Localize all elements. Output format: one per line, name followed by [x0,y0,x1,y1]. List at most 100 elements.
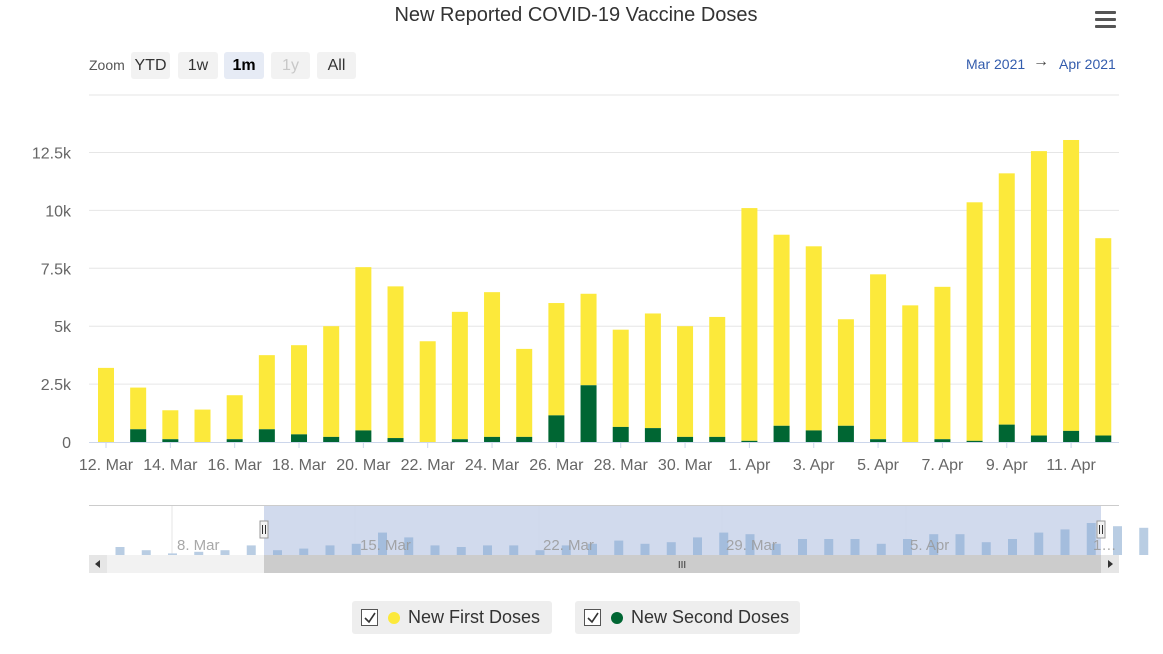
bar-first-dose [612,329,629,427]
navigator-bar [115,547,125,555]
zoom-all-button[interactable]: All [317,52,356,79]
checkbox-first-doses[interactable] [361,609,378,626]
bar-first-dose [741,208,758,441]
bar-second-dose [226,439,243,442]
navigator-right-handle[interactable] [1096,520,1106,539]
y-tick-label: 10k [45,203,72,220]
legend-dot-first-icon [388,612,400,624]
bar-first-dose [773,234,790,426]
legend-item-second-doses[interactable]: New Second Doses [575,601,800,634]
x-tick-label: 20. Mar [336,457,391,474]
navigator-bar [1034,532,1044,555]
navigator-label: 1… [1093,537,1116,554]
zoom-1y-button: 1y [271,52,310,79]
navigator-bar [509,545,519,555]
scrollbar-left-button[interactable] [89,555,107,573]
navigator-bar [1139,527,1149,555]
hamburger-menu-icon[interactable] [1093,8,1117,32]
scrollbar-track [89,555,1119,573]
navigator-bar [745,534,755,555]
bar-first-dose [323,326,340,437]
navigator-bar [693,537,702,555]
bar-second-dose [355,430,372,442]
zoom-1m-button[interactable]: 1m [224,52,264,79]
y-tick-label: 0 [62,435,71,452]
range-from-input[interactable]: Mar 2021 [966,56,1026,72]
navigator-bar [561,545,571,555]
bar-first-dose [516,348,533,437]
bar-second-dose [870,439,887,442]
zoom-ytd-button[interactable]: YTD [131,52,170,79]
navigator-bar [168,553,177,555]
bar-first-dose [451,311,468,440]
navigator-selection [264,506,1101,555]
navigator-bar [194,551,204,555]
navigator-bar [456,547,466,555]
bar-second-dose [837,425,854,442]
navigator-bar [640,543,650,555]
bar-second-dose [516,436,533,442]
bar-second-dose [130,429,147,442]
scrollbar-thumb[interactable] [264,555,1101,573]
bar-first-dose [644,313,661,429]
bar-second-dose [1095,435,1112,442]
zoom-label: Zoom [89,57,125,73]
bar-second-dose [677,436,694,442]
checkbox-second-doses[interactable] [584,609,601,626]
bar-first-dose [934,286,951,440]
navigator-bar [351,543,361,555]
bar-first-dose [226,395,243,440]
navigator-bar [404,537,414,555]
bar-second-dose [451,439,468,442]
navigator-bar [325,545,335,555]
bar-first-dose [130,387,147,430]
bar-second-dose [387,438,404,442]
navigator-left-handle[interactable] [259,520,269,539]
bar-second-dose [805,430,822,442]
navigator-bar [535,550,545,555]
range-arrow: → [1033,53,1049,70]
navigator-label: 8. Mar [177,537,220,554]
x-tick-label: 24. Mar [465,457,520,474]
scrollbar-right-button[interactable] [1101,555,1119,573]
x-tick-label: 28. Mar [594,457,649,474]
navigator-bar [430,545,440,555]
x-tick-label: 5. Apr [857,457,899,474]
navigator-bar [666,542,676,555]
x-tick-label: 1. Apr [728,457,770,474]
bar-first-dose [1095,238,1112,436]
navigator-bar [141,550,151,555]
bar-first-dose [291,345,308,435]
bar-first-dose [998,173,1015,425]
bar-second-dose [741,440,758,442]
zoom-1w-button[interactable]: 1w [178,52,218,79]
legend-label-first: New First Doses [408,607,541,627]
navigator-bar [1113,526,1122,555]
bar-first-dose [98,367,114,442]
bar-first-dose [258,355,275,430]
navigator-bar [483,545,492,555]
navigator-bar [378,532,387,555]
bar-first-dose [709,316,726,437]
legend-item-first-doses[interactable]: New First Doses [352,601,552,634]
navigator-bar [850,539,860,555]
navigator-label: 15. Mar [360,537,411,554]
bar-first-dose [837,319,854,426]
bar-first-dose [355,267,372,431]
navigator-bar [929,534,939,555]
x-tick-label: 3. Apr [793,457,835,474]
navigator-bar [876,543,886,555]
navigator-bar [299,548,309,555]
range-to-input[interactable]: Apr 2021 [1059,56,1116,72]
bar-second-dose [966,440,983,442]
y-tick-label: 7.5k [41,261,72,278]
navigator-bar [1008,539,1017,555]
bar-first-dose [1063,139,1080,431]
y-tick-label: 2.5k [41,377,72,394]
y-tick-label: 5k [54,319,72,336]
bar-second-dose [709,436,726,442]
legend-dot-second-icon [611,612,623,624]
x-tick-label: 11. Apr [1046,457,1096,474]
navigator-bar [981,542,991,555]
